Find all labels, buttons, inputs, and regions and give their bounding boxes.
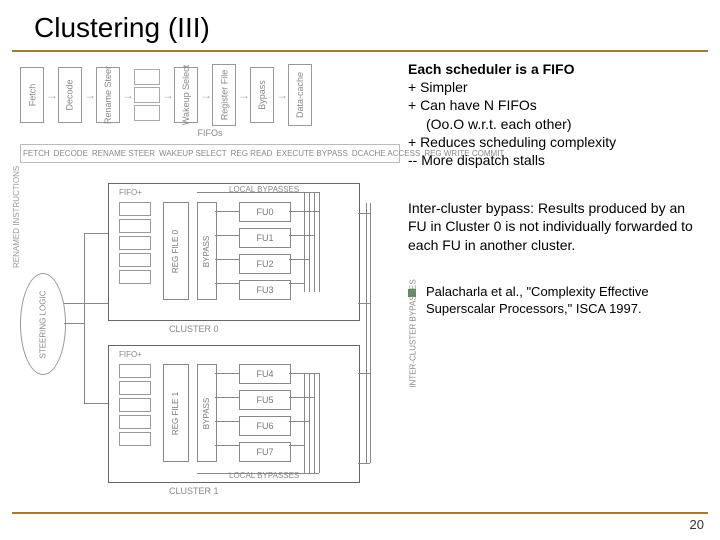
cluster-0: LOCAL BYPASSES FIFO+ REG FILE 0 BYPASS F… — [108, 183, 360, 321]
stage-decode: Decode — [58, 67, 82, 123]
fifo-stack-0 — [119, 202, 151, 284]
arrow-icon: → — [84, 88, 94, 102]
diagrams-column: Fetch → Decode → Rename Steer → → Wakeup… — [20, 60, 400, 503]
stage-dcache: Data-cache — [288, 64, 312, 126]
stage-bypass: Bypass — [250, 67, 274, 123]
cluster-1: FIFO+ REG FILE 1 BYPASS FU4 FU5 FU6 FU7 — [108, 345, 360, 483]
intercluster-text: Inter-cluster bypass: Results produced b… — [408, 199, 706, 254]
fifo-group — [134, 69, 160, 121]
stage-wakeup: Wakeup Select — [174, 67, 198, 123]
fu-stack-0: FU0 FU1 FU2 FU3 — [239, 202, 291, 300]
text-column: Each scheduler is a FIFO + Simpler + Can… — [400, 60, 706, 503]
stage-regfile: Register File — [212, 64, 236, 126]
reference: Palacharla et al., "Complexity Effective… — [408, 284, 706, 318]
steering-logic: STEERING LOGIC — [20, 273, 66, 375]
arrow-icon: → — [276, 88, 286, 102]
arrow-icon: → — [122, 88, 132, 102]
bypass-0: BYPASS — [197, 202, 217, 300]
inter-cluster-bypass-label: INTER-CLUSTER BYPASSES — [406, 203, 420, 463]
cluster-0-label: CLUSTER 0 — [169, 324, 219, 334]
pipeline-blocks: Fetch → Decode → Rename Steer → → Wakeup… — [20, 64, 400, 126]
cluster-1-label: CLUSTER 1 — [169, 486, 219, 496]
arrow-icon: → — [238, 88, 248, 102]
page-number: 20 — [690, 517, 704, 532]
stage-fetch: Fetch — [20, 67, 44, 123]
reg-file-1: REG FILE 1 — [163, 364, 189, 462]
renamed-instr-label: RENAMED INSTRUCTIONS — [12, 166, 21, 268]
arrow-icon: → — [46, 88, 56, 102]
fifo-caption: FIFOs — [20, 128, 400, 138]
bypass-1: BYPASS — [197, 364, 217, 462]
stage-rename: Rename Steer — [96, 67, 120, 123]
reg-file-0: REG FILE 0 — [163, 202, 189, 300]
scheduler-text: Each scheduler is a FIFO + Simpler + Can… — [408, 60, 706, 169]
cluster-diagram: RENAMED INSTRUCTIONS STEERING LOGIC LOCA… — [20, 173, 400, 503]
pipeline-stage-labels: FETCH DECODE RENAME STEER WAKEUP SELECT … — [20, 144, 400, 163]
fu-stack-1: FU4 FU5 FU6 FU7 — [239, 364, 291, 462]
local-bypass-label: LOCAL BYPASSES — [229, 471, 299, 480]
content-area: Fetch → Decode → Rename Steer → → Wakeup… — [0, 52, 720, 503]
footer-rule — [12, 512, 708, 514]
slide-title: Clustering (III) — [12, 0, 708, 52]
fifo-stack-1 — [119, 364, 151, 446]
arrow-icon: → — [162, 88, 172, 102]
arrow-icon: → — [200, 88, 210, 102]
